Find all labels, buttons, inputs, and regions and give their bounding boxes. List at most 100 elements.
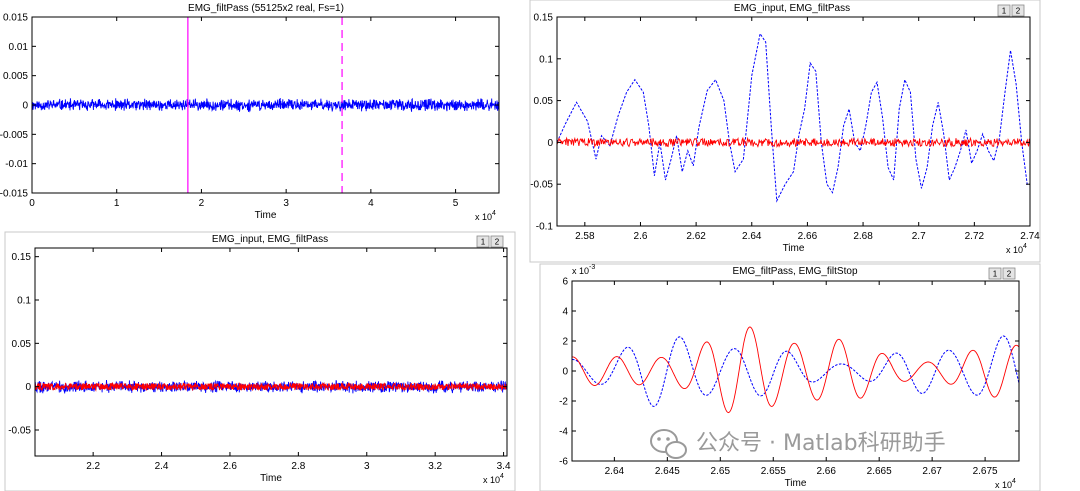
y-tick-label: -0.05 [530, 180, 553, 191]
x-tick-label: 3.4 [497, 461, 511, 472]
x-axis-label: Time [785, 478, 807, 489]
plot-area [557, 32, 1030, 203]
x-multiplier-base: x 10 [995, 480, 1012, 490]
x-tick-label: 2.74 [1020, 231, 1040, 242]
y-tick-label: 0.05 [534, 96, 554, 107]
plot-emg-input-burst: EMG_input, EMG_filtPass 2.2 2.4 2.6 2.8 3 3.2… [8, 234, 511, 485]
plot-title: EMG_input, EMG_filtPass [212, 234, 328, 245]
y-tick-label: -0.015 [0, 189, 28, 200]
x-tick-label: 1 [114, 198, 120, 209]
panel-frames [4, 0, 1041, 491]
panel-frame [529, 0, 1041, 263]
plot-area [35, 379, 507, 394]
x-axis-multiplier: x 104 [1006, 243, 1027, 255]
y-tick-label: -0.005 [0, 130, 28, 141]
series-line-emg-filtpass [32, 97, 499, 113]
y-tick-label: 2 [562, 337, 568, 348]
plot-emg-filtpass-overview: EMG_filtPass (55125x2 real, Fs=1) 0 1 2 3 4 5… [0, 3, 500, 222]
panel-frame [539, 263, 1041, 491]
y-tick-label: 0.005 [3, 71, 28, 82]
y-tick-label: -2 [559, 397, 568, 408]
series-line-emg-filtpass [572, 326, 1019, 414]
y-tick-label: 0 [22, 101, 28, 112]
y-tick-label: -4 [559, 427, 568, 438]
y-tick-label: 6 [562, 277, 568, 288]
x-axis-multiplier: x 104 [475, 210, 496, 222]
view-button-label: 2 [495, 238, 500, 247]
x-tick-label: 2.67 [922, 466, 942, 477]
x-tick-label: 2.58 [575, 231, 595, 242]
y-tick-label: 4 [562, 307, 568, 318]
x-axis-multiplier: x 104 [995, 478, 1016, 490]
view-button-1[interactable]: 1 [988, 267, 1002, 280]
x-tick-label: 3 [364, 461, 370, 472]
plot-title: EMG_input, EMG_filtPass [734, 3, 850, 14]
watermark-text: 公众号 · Matlab科研助手 [696, 431, 946, 456]
x-multiplier-exponent: 4 [1023, 243, 1027, 250]
view-button-label: 1 [993, 270, 998, 279]
x-tick-label: 2.6 [634, 231, 648, 242]
x-multiplier-base: x 10 [1006, 245, 1023, 255]
series-line-emg-filtstop [572, 335, 1019, 407]
x-tick-label: 2.64 [742, 231, 762, 242]
x-tick-label: 2.62 [686, 231, 706, 242]
y-tick-label: -6 [559, 457, 568, 468]
y-tick-label: -0.1 [536, 222, 554, 233]
x-multiplier-exponent: 4 [500, 473, 504, 480]
x-tick-label: 0 [29, 198, 35, 209]
series-line-emg-filtpass [557, 136, 1030, 149]
y-tick-label: 0.015 [3, 13, 28, 24]
x-multiplier-exponent: 4 [492, 210, 496, 217]
x-tick-label: 4 [368, 198, 374, 209]
view-button-label: 1 [481, 238, 486, 247]
x-tick-label: 5 [453, 198, 459, 209]
plot-title: EMG_filtPass (55125x2 real, Fs=1) [188, 3, 344, 14]
axes-box [34, 247, 508, 457]
x-tick-label: 2.65 [711, 466, 731, 477]
plot-area [572, 326, 1019, 414]
x-tick-label: 2.64 [605, 466, 625, 477]
y-multiplier-exponent: -3 [589, 264, 595, 271]
y-multiplier-base: x 10 [572, 266, 589, 276]
y-tick-label: 0.01 [9, 42, 29, 53]
y-tick-label: 0.1 [539, 54, 553, 65]
view-button-label: 1 [1002, 7, 1007, 16]
plot-area [32, 97, 499, 113]
x-tick-label: 2.4 [155, 461, 169, 472]
x-axis-label: Time [255, 210, 277, 221]
panel-frame [4, 231, 516, 491]
x-tick-label: 2.655 [761, 466, 786, 477]
y-tick-label: 0.15 [534, 13, 554, 24]
series-line-emg-filtpass [35, 381, 507, 392]
x-multiplier-exponent: 4 [1012, 478, 1016, 485]
view-button-label: 2 [1016, 7, 1021, 16]
plot-emg-input-zoom: EMG_input, EMG_filtPass 2.58 2.6 2.62 2.64 2… [530, 3, 1040, 255]
x-tick-label: 2.6 [223, 461, 237, 472]
wechat-icon [650, 429, 687, 459]
x-multiplier-base: x 10 [475, 212, 492, 222]
view-button-1[interactable]: 1 [997, 4, 1011, 17]
view-button-2[interactable]: 2 [1002, 267, 1016, 280]
x-tick-label: 3 [283, 198, 289, 209]
y-tick-label: 0 [562, 367, 568, 378]
view-button-2[interactable]: 2 [1011, 4, 1025, 17]
y-tick-label: -0.01 [5, 159, 28, 170]
view-button-1[interactable]: 1 [476, 235, 490, 248]
plot-filtpass-filtstop: EMG_filtPass, EMG_filtStop 2.64 2.645 2.65… [559, 264, 1020, 490]
x-tick-label: 2.72 [965, 231, 985, 242]
x-tick-label: 2.8 [291, 461, 305, 472]
y-tick-label: 0 [547, 138, 553, 149]
x-tick-label: 2.68 [853, 231, 873, 242]
axes-box [556, 16, 1031, 227]
x-tick-label: 2.2 [86, 461, 100, 472]
view-button-2[interactable]: 2 [490, 235, 504, 248]
x-tick-label: 2.665 [867, 466, 892, 477]
x-axis-label: Time [260, 473, 282, 484]
x-axis-multiplier: x 104 [483, 473, 504, 485]
x-tick-label: 2.66 [816, 466, 836, 477]
watermark: 公众号 · Matlab科研助手 [650, 429, 946, 459]
y-tick-label: 0 [25, 382, 31, 393]
y-tick-label: 0.05 [12, 339, 32, 350]
y-tick-label: 0.15 [12, 252, 32, 263]
